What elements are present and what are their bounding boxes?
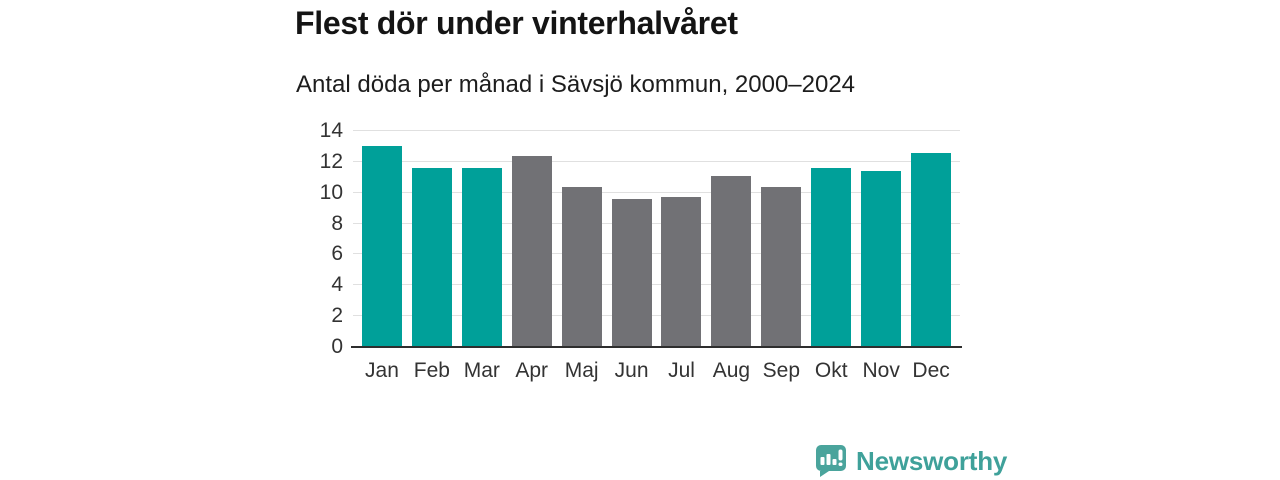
bar-slot-jul (657, 131, 707, 347)
x-tick-label-feb: Feb (413, 359, 450, 382)
bar-apr (511, 155, 552, 347)
x-axis-tick-labels: Jan Feb Mar Apr Maj Jun Jul Aug Sep Okt Nov Dec (357, 359, 956, 383)
bar-slot-aug (706, 131, 756, 347)
y-tick-label-0: 0 (331, 335, 343, 358)
x-tick-label-dec: Dec (912, 359, 950, 382)
y-tick-label-12: 12 (319, 149, 343, 173)
x-tick-label-mar: Mar (463, 359, 500, 382)
x-tick-label-sep: Sep (762, 359, 801, 382)
x-tick-label-nov: Nov (862, 359, 900, 382)
bar-series (357, 131, 956, 347)
y-tick-label-2: 2 (331, 304, 343, 328)
bar-slot-apr (507, 131, 557, 347)
gridline-y-2 (353, 315, 960, 317)
gridline-y-4 (353, 284, 960, 286)
newsworthy-wordmark: Newsworthy (856, 445, 1008, 476)
x-tick-label-apr: Apr (515, 359, 549, 382)
y-tick-label-8: 8 (331, 211, 343, 235)
bar-slot-okt (806, 131, 856, 347)
bar-mar (461, 168, 502, 347)
gridline-y-10 (353, 191, 960, 193)
x-tick-label-jul: Jul (668, 359, 695, 382)
bar-slot-sep (756, 131, 806, 347)
chart-title: Flest dör under vinterhalvåret (295, 5, 738, 41)
bar-feb (411, 168, 452, 347)
newsworthy-logo[interactable]: Newsworthy (813, 444, 1007, 478)
x-tick-label-jun: Jun (614, 359, 649, 382)
gridline-y-12 (353, 160, 960, 162)
gridline-y-8 (353, 222, 960, 224)
gridline-y-14 (353, 130, 960, 131)
bar-jun (611, 198, 652, 347)
bar-slot-maj (557, 131, 607, 347)
gridline-y-6 (353, 253, 960, 255)
y-tick-label-6: 6 (331, 242, 343, 266)
bar-jan (361, 146, 402, 347)
bar-sep (761, 186, 802, 347)
bar-slot-dec (906, 131, 956, 347)
bar-slot-feb (407, 131, 457, 347)
bar-aug (711, 175, 752, 347)
bar-slot-mar (457, 131, 507, 347)
bar-dec (911, 152, 952, 347)
bar-nov (861, 171, 902, 347)
y-tick-label-10: 10 (319, 180, 343, 204)
y-tick-label-14: 14 (319, 119, 343, 142)
y-tick-label-4: 4 (331, 273, 343, 297)
x-tick-label-aug: Aug (712, 359, 751, 382)
x-tick-label-jan: Jan (365, 359, 399, 382)
bar-jul (661, 197, 702, 347)
bar-maj (561, 186, 602, 347)
bar-okt (811, 168, 852, 347)
chart-subtitle: Antal döda per månad i Sävsjö kommun, 20… (296, 71, 856, 98)
bar-chart-plot-area: 0 2 4 6 8 10 12 14 Jan Feb Mar Apr Maj Jun Jul Aug Sep O… (320, 119, 962, 382)
x-tick-label-okt: Okt (814, 359, 848, 382)
bar-slot-nov (856, 131, 906, 347)
x-axis-line (351, 346, 962, 348)
x-tick-label-maj: Maj (564, 359, 599, 382)
newsworthy-icon (816, 445, 846, 477)
bar-slot-jan (357, 131, 407, 347)
bar-slot-jun (607, 131, 657, 347)
